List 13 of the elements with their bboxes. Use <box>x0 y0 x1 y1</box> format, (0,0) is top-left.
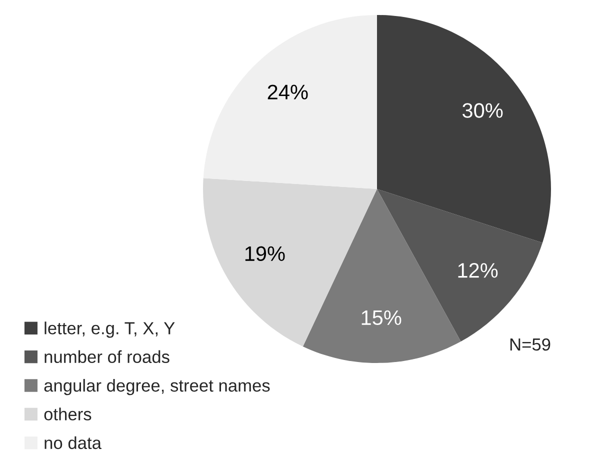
data-label: 30% <box>462 103 503 118</box>
legend-label: no data <box>44 436 102 450</box>
data-label: 15% <box>362 310 402 326</box>
data-label: 24% <box>268 84 308 100</box>
data-label: 12% <box>458 263 498 278</box>
pie-slice <box>203 15 377 189</box>
pie-slice <box>377 15 551 243</box>
text: N=59 <box>510 338 550 351</box>
legend-label: number of roads <box>44 350 170 364</box>
data-label: 19% <box>245 246 285 262</box>
legend-label: angular degree, street names <box>44 378 270 396</box>
legend-label: letter, e.g. T, X, Y <box>44 322 175 338</box>
legend-label: others <box>44 408 92 420</box>
